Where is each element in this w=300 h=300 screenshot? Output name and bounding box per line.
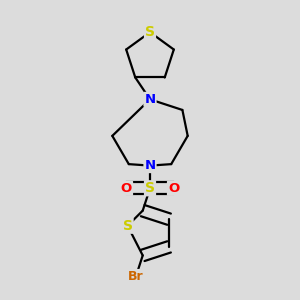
Text: N: N [144,93,156,106]
Text: O: O [121,182,132,195]
Text: N: N [144,159,156,172]
Text: Br: Br [128,270,144,283]
Text: O: O [168,182,179,195]
Text: S: S [123,219,133,233]
Text: S: S [145,25,155,39]
Text: S: S [145,181,155,195]
